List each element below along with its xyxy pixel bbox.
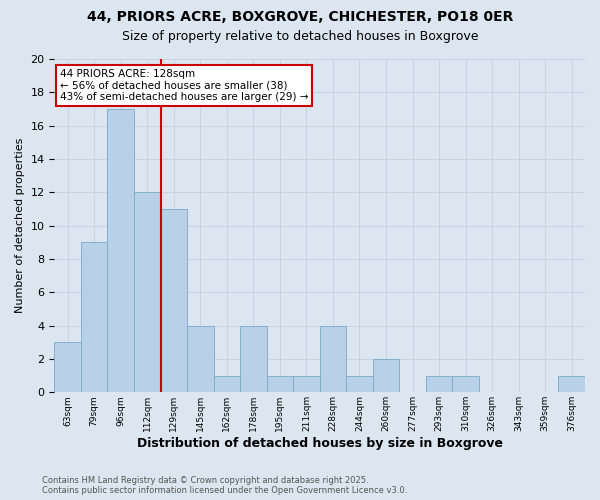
Bar [320, 326, 346, 392]
Bar [107, 109, 134, 393]
Bar [559, 376, 585, 392]
Bar [346, 376, 373, 392]
Text: Contains HM Land Registry data © Crown copyright and database right 2025.
Contai: Contains HM Land Registry data © Crown c… [42, 476, 407, 495]
Text: 44 PRIORS ACRE: 128sqm
← 56% of detached houses are smaller (38)
43% of semi-det: 44 PRIORS ACRE: 128sqm ← 56% of detached… [60, 69, 308, 102]
Bar [81, 242, 107, 392]
Bar [55, 342, 81, 392]
Bar [426, 376, 452, 392]
Bar [187, 326, 214, 392]
Bar [293, 376, 320, 392]
Y-axis label: Number of detached properties: Number of detached properties [15, 138, 25, 314]
Text: Size of property relative to detached houses in Boxgrove: Size of property relative to detached ho… [122, 30, 478, 43]
Bar [161, 209, 187, 392]
Bar [373, 359, 399, 392]
Bar [240, 326, 266, 392]
Bar [452, 376, 479, 392]
Bar [214, 376, 240, 392]
Bar [266, 376, 293, 392]
Bar [134, 192, 161, 392]
Text: 44, PRIORS ACRE, BOXGROVE, CHICHESTER, PO18 0ER: 44, PRIORS ACRE, BOXGROVE, CHICHESTER, P… [87, 10, 513, 24]
X-axis label: Distribution of detached houses by size in Boxgrove: Distribution of detached houses by size … [137, 437, 503, 450]
